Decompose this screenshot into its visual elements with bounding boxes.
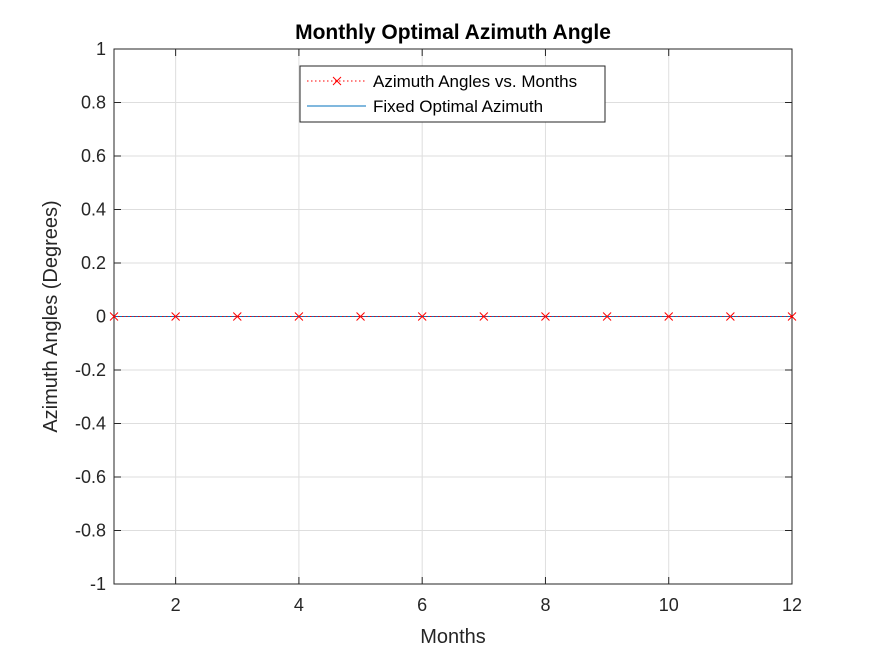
data-point-marker	[602, 312, 612, 321]
data-point-marker	[171, 312, 180, 321]
y-tick-label: -0.4	[75, 414, 106, 434]
x-tick-label: 2	[171, 595, 181, 615]
x-tick-label: 6	[417, 595, 427, 615]
legend-marker-x-icon	[332, 76, 342, 86]
y-tick-label: 0.4	[81, 200, 106, 220]
data-point-marker	[479, 312, 489, 321]
series	[109, 312, 797, 321]
x-tick-label: 12	[782, 595, 802, 615]
data-point-marker	[664, 312, 674, 321]
data-point-marker	[232, 312, 242, 321]
y-tick-label: 0.6	[81, 146, 106, 166]
y-tick-labels: -1 -0.8 -0.6 -0.4 -0.2 0 0.2 0.4 0.6 0.8 1	[75, 39, 106, 594]
data-point-marker	[787, 312, 797, 321]
y-tick-label: 0.8	[81, 93, 106, 113]
axis-ticks	[114, 48, 793, 585]
y-tick-label: -0.8	[75, 521, 106, 541]
y-tick-label: 0	[96, 307, 106, 327]
y-tick-label: -1	[90, 574, 106, 594]
data-point-marker	[356, 312, 365, 321]
legend-x-mark	[332, 76, 342, 86]
legend-label-azimuth-angles: Azimuth Angles vs. Months	[373, 72, 577, 91]
y-tick-label: 0.2	[81, 253, 106, 273]
y-tick-label: -0.6	[75, 467, 106, 487]
x-tick-label: 8	[540, 595, 550, 615]
data-point-marker	[294, 312, 304, 321]
chart-title: Monthly Optimal Azimuth Angle	[295, 21, 611, 44]
y-axis-label: Azimuth Angles (Degrees)	[40, 200, 62, 432]
y-tick-label: -0.2	[75, 360, 106, 380]
data-point-marker	[726, 312, 735, 321]
data-point-marker	[109, 312, 119, 321]
data-point-marker	[417, 312, 427, 321]
data-point-marker	[541, 312, 550, 321]
legend-label-fixed-optimal-azimuth: Fixed Optimal Azimuth	[373, 97, 543, 116]
y-tick-label: 1	[96, 39, 106, 59]
x-tick-label: 10	[659, 595, 679, 615]
x-axis-label: Months	[420, 626, 486, 648]
x-tick-labels: 2 4 6 8 10 12	[171, 595, 802, 615]
legend: Azimuth Angles vs. Months Fixed Optimal …	[299, 65, 606, 123]
legend-box	[299, 65, 606, 123]
x-tick-label: 4	[294, 595, 304, 615]
